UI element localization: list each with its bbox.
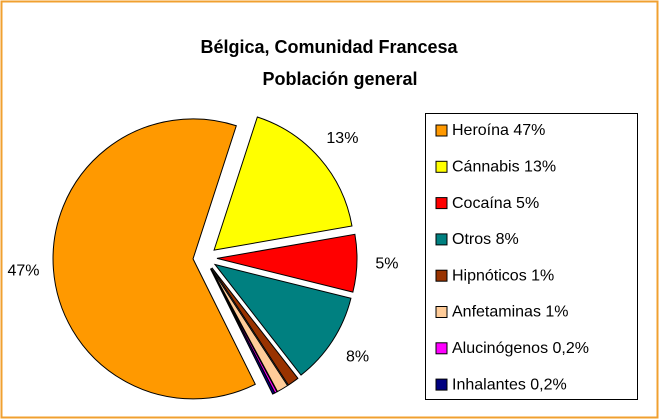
legend-label: Heroína 47% [452,122,545,139]
data-label: 5% [375,256,398,273]
legend-label: Otros 8% [452,231,519,248]
legend-swatch [435,378,448,391]
legend-swatch [435,233,448,246]
pie-slice [213,116,353,251]
pie-slice [213,263,352,376]
legend-label: Anfetaminas 1% [452,304,569,321]
legend-label: Cánnabis 13% [452,159,556,176]
data-label: 13% [326,130,358,147]
pie-slice [216,233,358,293]
legend-swatch [435,342,448,355]
data-label: 8% [346,348,369,365]
chart-title: Bélgica, Comunidad Francesa [200,37,458,57]
legend-label: Alucinógenos 0,2% [452,340,589,357]
legend-swatch [435,197,448,210]
legend-box [425,113,638,400]
legend-swatch [435,269,448,282]
legend-swatch [435,160,448,173]
legend-label: Cocaína 5% [452,195,539,212]
pie-slice [209,268,276,395]
pie-slice [210,268,289,393]
legend-label: Inhalantes 0,2% [452,376,567,393]
legend-swatch [435,124,448,137]
legend-label: Hipnóticos 1% [452,267,554,284]
chart-subtitle: Población general [262,69,417,89]
pie-slice [211,267,299,386]
pie-slice [52,118,256,400]
legend-swatch [435,306,448,318]
data-label: 47% [7,263,39,280]
